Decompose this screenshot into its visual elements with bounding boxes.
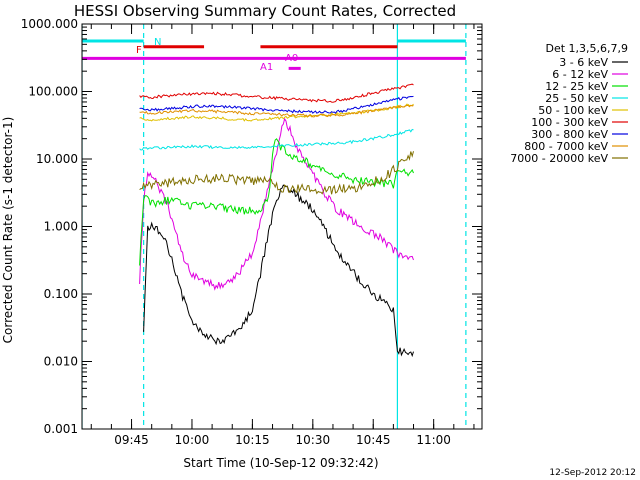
y-tick-label: 100.000 bbox=[28, 85, 78, 99]
series-line bbox=[139, 128, 414, 151]
legend-label: 25 - 50 keV bbox=[545, 92, 608, 105]
y-tick-label: 10.000 bbox=[36, 152, 78, 166]
x-tick-label: 10:00 bbox=[175, 433, 210, 447]
x-tick-label: 10:45 bbox=[356, 433, 391, 447]
legend-title: Det 1,3,5,6,7,9 bbox=[545, 42, 628, 55]
y-tick-label: 0.001 bbox=[44, 422, 78, 436]
legend-label: 7000 - 20000 keV bbox=[510, 152, 608, 165]
series-line bbox=[139, 151, 414, 195]
state-label-a1: A1 bbox=[260, 62, 273, 73]
x-axis-title: Start Time (10-Sep-12 09:32:42) bbox=[183, 456, 378, 470]
state-label-f: F bbox=[136, 45, 142, 56]
state-label-a0: A0 bbox=[285, 53, 298, 64]
x-tick-label: 09:45 bbox=[114, 433, 149, 447]
state-label-n: N bbox=[154, 37, 161, 48]
series-line bbox=[139, 104, 414, 118]
y-tick-label: 0.010 bbox=[44, 355, 78, 369]
series-line bbox=[139, 83, 414, 103]
legend-label: 100 - 300 keV bbox=[531, 116, 608, 129]
series-line bbox=[139, 95, 414, 114]
y-tick-label: 1.000 bbox=[44, 220, 78, 234]
legend-label: 300 - 800 keV bbox=[531, 128, 608, 141]
x-tick-label: 11:00 bbox=[416, 433, 451, 447]
y-tick-label: 1000.000 bbox=[21, 17, 78, 31]
x-tick-label: 10:15 bbox=[235, 433, 270, 447]
legend-label: 3 - 6 keV bbox=[559, 56, 608, 69]
chart-title: HESSI Observing Summary Count Rates, Cor… bbox=[74, 2, 456, 20]
series-line bbox=[139, 103, 414, 122]
timestamp: 12-Sep-2012 20:12 bbox=[549, 468, 636, 478]
x-tick-label: 10:30 bbox=[296, 433, 331, 447]
legend-label: 800 - 7000 keV bbox=[524, 140, 608, 153]
legend-label: 50 - 100 keV bbox=[538, 104, 608, 117]
legend-label: 12 - 25 keV bbox=[545, 80, 608, 93]
axes: 0.001 0.010 0.100 1.000 10.000 100.000 1000.00… bbox=[21, 17, 483, 447]
legend-label: 6 - 12 keV bbox=[552, 68, 608, 81]
series-line bbox=[139, 138, 414, 266]
series-line bbox=[139, 117, 414, 291]
y-axis-title: Corrected Count Rate (s-1 detector-1) bbox=[1, 117, 15, 344]
y-tick-label: 0.100 bbox=[44, 287, 78, 301]
series-line bbox=[143, 184, 414, 358]
